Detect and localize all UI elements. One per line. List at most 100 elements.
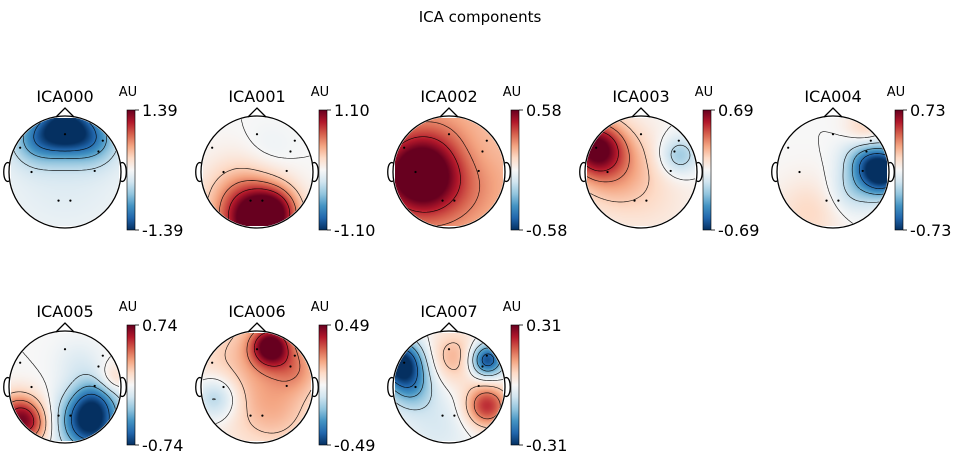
left-ear (3, 377, 10, 397)
sensor-dot (453, 199, 456, 202)
nose-mark (631, 107, 651, 118)
colorbar (510, 109, 520, 231)
nose-mark (247, 107, 267, 118)
right-ear (504, 162, 511, 182)
panel-title: ICA004 (804, 87, 861, 106)
right-ear (888, 162, 895, 182)
sensor-dot (30, 170, 33, 174)
head-outline (392, 330, 506, 444)
sensor-dot (63, 133, 67, 136)
sensor-dot (669, 169, 672, 173)
nose-mark (439, 107, 459, 118)
sensor-dot (798, 170, 801, 174)
sensor-dot (837, 199, 840, 202)
sensor-dot (289, 150, 292, 153)
colorbar-unit-label: AU (503, 85, 521, 100)
left-ear (195, 162, 202, 182)
left-ear (387, 162, 394, 182)
sensor-dot (211, 361, 214, 364)
nose-mark (55, 322, 75, 333)
sensor-dot (633, 199, 636, 202)
sensor-dot (101, 139, 104, 142)
nose-mark (247, 322, 267, 333)
sensor-dot (249, 199, 252, 202)
topomap-panel-ica007: ICA007 AU 0.31 -0.31 (387, 300, 567, 455)
colorbar (318, 324, 328, 446)
topomap-panel-ica005: ICA005 AU 0.74 -0.74 (3, 300, 183, 455)
sensor-dot (19, 146, 22, 149)
panel-title: ICA005 (36, 302, 93, 321)
right-ear (504, 377, 511, 397)
sensor-dot (63, 348, 67, 351)
sensor-dot (261, 414, 264, 417)
sensor-dot (481, 150, 484, 153)
sensor-dot (222, 385, 225, 389)
colorbar-max-label: 1.39 (142, 101, 178, 120)
sensor-dot (831, 133, 835, 136)
topomap-field (395, 118, 503, 226)
sensor-dot (441, 414, 444, 417)
panel-title: ICA006 (228, 302, 285, 321)
sensor-dot (485, 139, 488, 142)
colorbar-unit-label: AU (695, 85, 713, 100)
colorbar-max-label: 0.58 (526, 101, 562, 120)
colorbar (126, 109, 136, 231)
colorbar-min-label: -0.49 (334, 436, 375, 455)
colorbar-unit-label: AU (119, 85, 137, 100)
sensor-dot (57, 414, 60, 417)
colorbar-unit-label: AU (503, 300, 521, 315)
right-ear (696, 162, 703, 182)
sensor-dot (825, 199, 828, 202)
colorbar-min-label: -0.73 (910, 221, 951, 240)
sensor-dot (93, 384, 96, 388)
topomap-panel-ica006: ICA006 AU 0.49 -0.49 (195, 300, 375, 455)
sensor-dot (69, 199, 72, 202)
sensor-dot (30, 385, 33, 389)
colorbar-min-label: -0.69 (718, 221, 759, 240)
head-outline (776, 115, 890, 229)
sensor-dot (285, 384, 288, 388)
colorbar-max-label: 0.31 (526, 316, 562, 335)
colorbar-min-label: -0.74 (142, 436, 183, 455)
contour-lines (202, 332, 312, 434)
sensor-dot (414, 385, 417, 389)
right-ear (312, 162, 319, 182)
sensor-dot (673, 150, 676, 153)
colorbar-max-label: 1.10 (334, 101, 370, 120)
panel-title: ICA007 (420, 302, 477, 321)
sensor-dot (485, 354, 488, 357)
colorbar-unit-label: AU (887, 85, 905, 100)
head-outline (200, 330, 314, 444)
sensor-dot (403, 361, 406, 364)
colorbar-max-label: 0.49 (334, 316, 370, 335)
sensor-dot (481, 365, 484, 368)
colorbar-min-label: -0.58 (526, 221, 567, 240)
colorbar (126, 324, 136, 446)
colorbar (510, 324, 520, 446)
figure-title: ICA components (419, 8, 542, 26)
sensor-dot (869, 139, 872, 142)
sensor-dot (293, 139, 296, 142)
sensor-dot (447, 348, 451, 351)
topomap-panel-ica002: ICA002 AU 0.58 -0.58 (387, 85, 567, 240)
sensor-dot (255, 348, 259, 351)
sensor-dot (403, 146, 406, 149)
right-ear (120, 377, 127, 397)
panel-title: ICA002 (420, 87, 477, 106)
sensor-dot (645, 199, 648, 202)
panel-title: ICA001 (228, 87, 285, 106)
sensor-dot (255, 133, 259, 136)
sensor-dot (606, 170, 609, 174)
topomap-field (203, 118, 311, 226)
colorbar-unit-label: AU (311, 300, 329, 315)
sensor-dot (639, 133, 643, 136)
head-outline (8, 115, 122, 229)
panel-title: ICA003 (612, 87, 669, 106)
sensor-dot (477, 384, 480, 388)
colorbar-min-label: -1.39 (142, 221, 183, 240)
sensor-dot (69, 414, 72, 417)
left-ear (195, 377, 202, 397)
nose-mark (823, 107, 843, 118)
panel-title: ICA000 (36, 87, 93, 106)
